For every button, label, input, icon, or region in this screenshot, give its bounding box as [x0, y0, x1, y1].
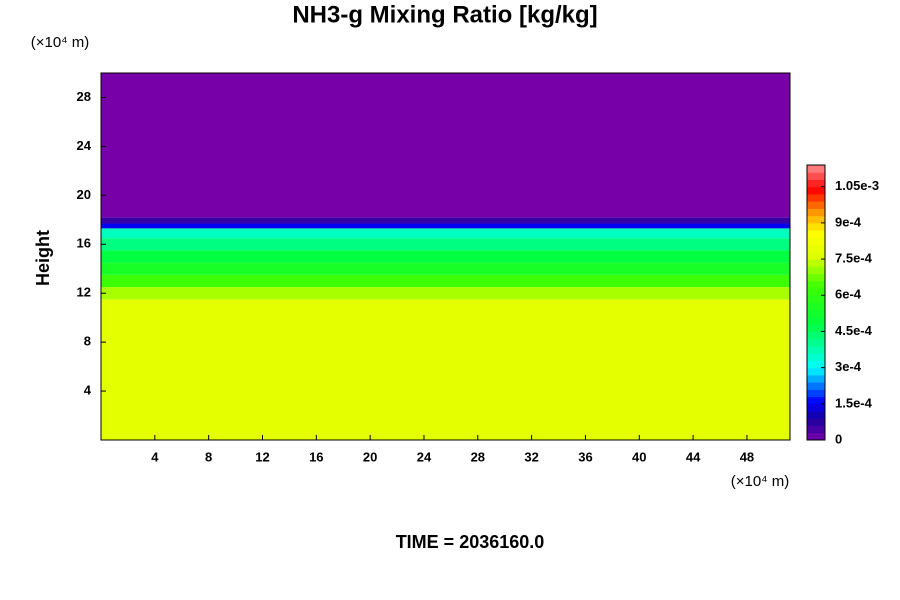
- colorbar-frame: [806, 164, 826, 441]
- x-tick-label: 12: [255, 449, 269, 464]
- y-axis-label: Height: [33, 230, 53, 286]
- colorbar-swatch: [807, 345, 825, 354]
- colorbar-swatch: [807, 418, 825, 427]
- contour-band: [101, 250, 790, 263]
- colorbar-tick-label: 0: [835, 431, 842, 446]
- colorbar-swatch: [807, 331, 825, 340]
- colorbar-swatch: [807, 353, 825, 361]
- colorbar-swatch: [807, 367, 825, 376]
- x-tick-label: 20: [363, 449, 377, 464]
- y-tick-label: 4: [84, 383, 92, 398]
- colorbar-swatch: [807, 208, 825, 217]
- colorbar-swatch: [807, 309, 825, 318]
- contour-band: [101, 217, 790, 224]
- colorbar-swatch: [807, 230, 825, 238]
- x-tick-label: 16: [309, 449, 323, 464]
- contour-band: [101, 262, 790, 275]
- contour-band: [101, 274, 790, 288]
- y-tick-label: 16: [77, 236, 91, 251]
- y-tick-label: 12: [77, 285, 91, 300]
- colorbar-swatch: [807, 186, 825, 195]
- colorbar-swatch: [807, 165, 825, 173]
- time-annotation: TIME = 2036160.0: [396, 532, 545, 552]
- colorbar-swatch: [807, 374, 825, 383]
- colorbar-swatch: [807, 324, 825, 332]
- colorbar-swatch: [807, 382, 825, 390]
- colorbar-swatch: [807, 432, 825, 441]
- colorbar-swatch: [807, 338, 825, 347]
- y-tick-label: 28: [77, 89, 91, 104]
- colorbar-swatch: [807, 237, 825, 246]
- colorbar-tick-label: 7.5e-4: [835, 251, 873, 266]
- contour-band: [101, 228, 790, 239]
- y-tick-label: 8: [84, 334, 91, 349]
- x-tick-label: 44: [686, 449, 701, 464]
- colorbar-tick-label: 4.5e-4: [835, 323, 873, 338]
- contour-band: [101, 73, 790, 218]
- y-tick-label: 24: [77, 138, 92, 153]
- contour-band: [101, 287, 790, 300]
- plot-frame: [100, 72, 791, 441]
- chart-title: NH3-g Mixing Ratio [kg/kg]: [292, 1, 597, 28]
- x-tick-label: 40: [632, 449, 646, 464]
- colorbar-tick-label: 6e-4: [835, 287, 862, 302]
- colorbar-swatch: [807, 411, 825, 419]
- colorbar-swatch: [807, 288, 825, 296]
- colorbar-swatch: [807, 316, 825, 325]
- contour-band: [101, 223, 790, 229]
- contour-band: [101, 299, 790, 440]
- y-tick-label: 20: [77, 187, 91, 202]
- colorbar-swatch: [807, 215, 825, 224]
- colorbar-swatch: [807, 259, 825, 267]
- colorbar-swatch: [807, 280, 825, 289]
- colorbar-tick-label: 1.05e-3: [835, 178, 879, 193]
- colorbar-swatch: [807, 172, 825, 180]
- colorbar-tick-label: 1.5e-4: [835, 395, 873, 410]
- colorbar-swatch: [807, 266, 825, 275]
- colorbar-swatch: [807, 251, 825, 260]
- colorbar-tick-label: 9e-4: [835, 214, 862, 229]
- x-tick-label: 4: [151, 449, 159, 464]
- x-unit: (×10⁴ m): [731, 473, 790, 490]
- colorbar-swatch: [807, 201, 825, 209]
- colorbar-swatch: [807, 302, 825, 311]
- colorbar-swatch: [807, 389, 825, 398]
- contour-band: [101, 238, 790, 251]
- y-unit: (×10⁴ m): [31, 34, 90, 51]
- x-tick-label: 28: [471, 449, 485, 464]
- colorbar-swatch: [807, 273, 825, 282]
- colorbar-swatch: [807, 193, 825, 202]
- colorbar-swatch: [807, 222, 825, 231]
- colorbar-swatch: [807, 295, 825, 303]
- colorbar-swatch: [807, 179, 825, 188]
- colorbar-swatch: [807, 244, 825, 253]
- colorbar-swatch: [807, 425, 825, 434]
- x-tick-label: 48: [740, 449, 754, 464]
- colorbar-swatch: [807, 360, 825, 369]
- x-tick-label: 8: [205, 449, 212, 464]
- colorbar-swatch: [807, 403, 825, 412]
- x-tick-label: 32: [524, 449, 538, 464]
- colorbar-swatch: [807, 396, 825, 405]
- colorbar-tick-label: 3e-4: [835, 359, 862, 374]
- x-tick-label: 24: [417, 449, 432, 464]
- x-tick-label: 36: [578, 449, 592, 464]
